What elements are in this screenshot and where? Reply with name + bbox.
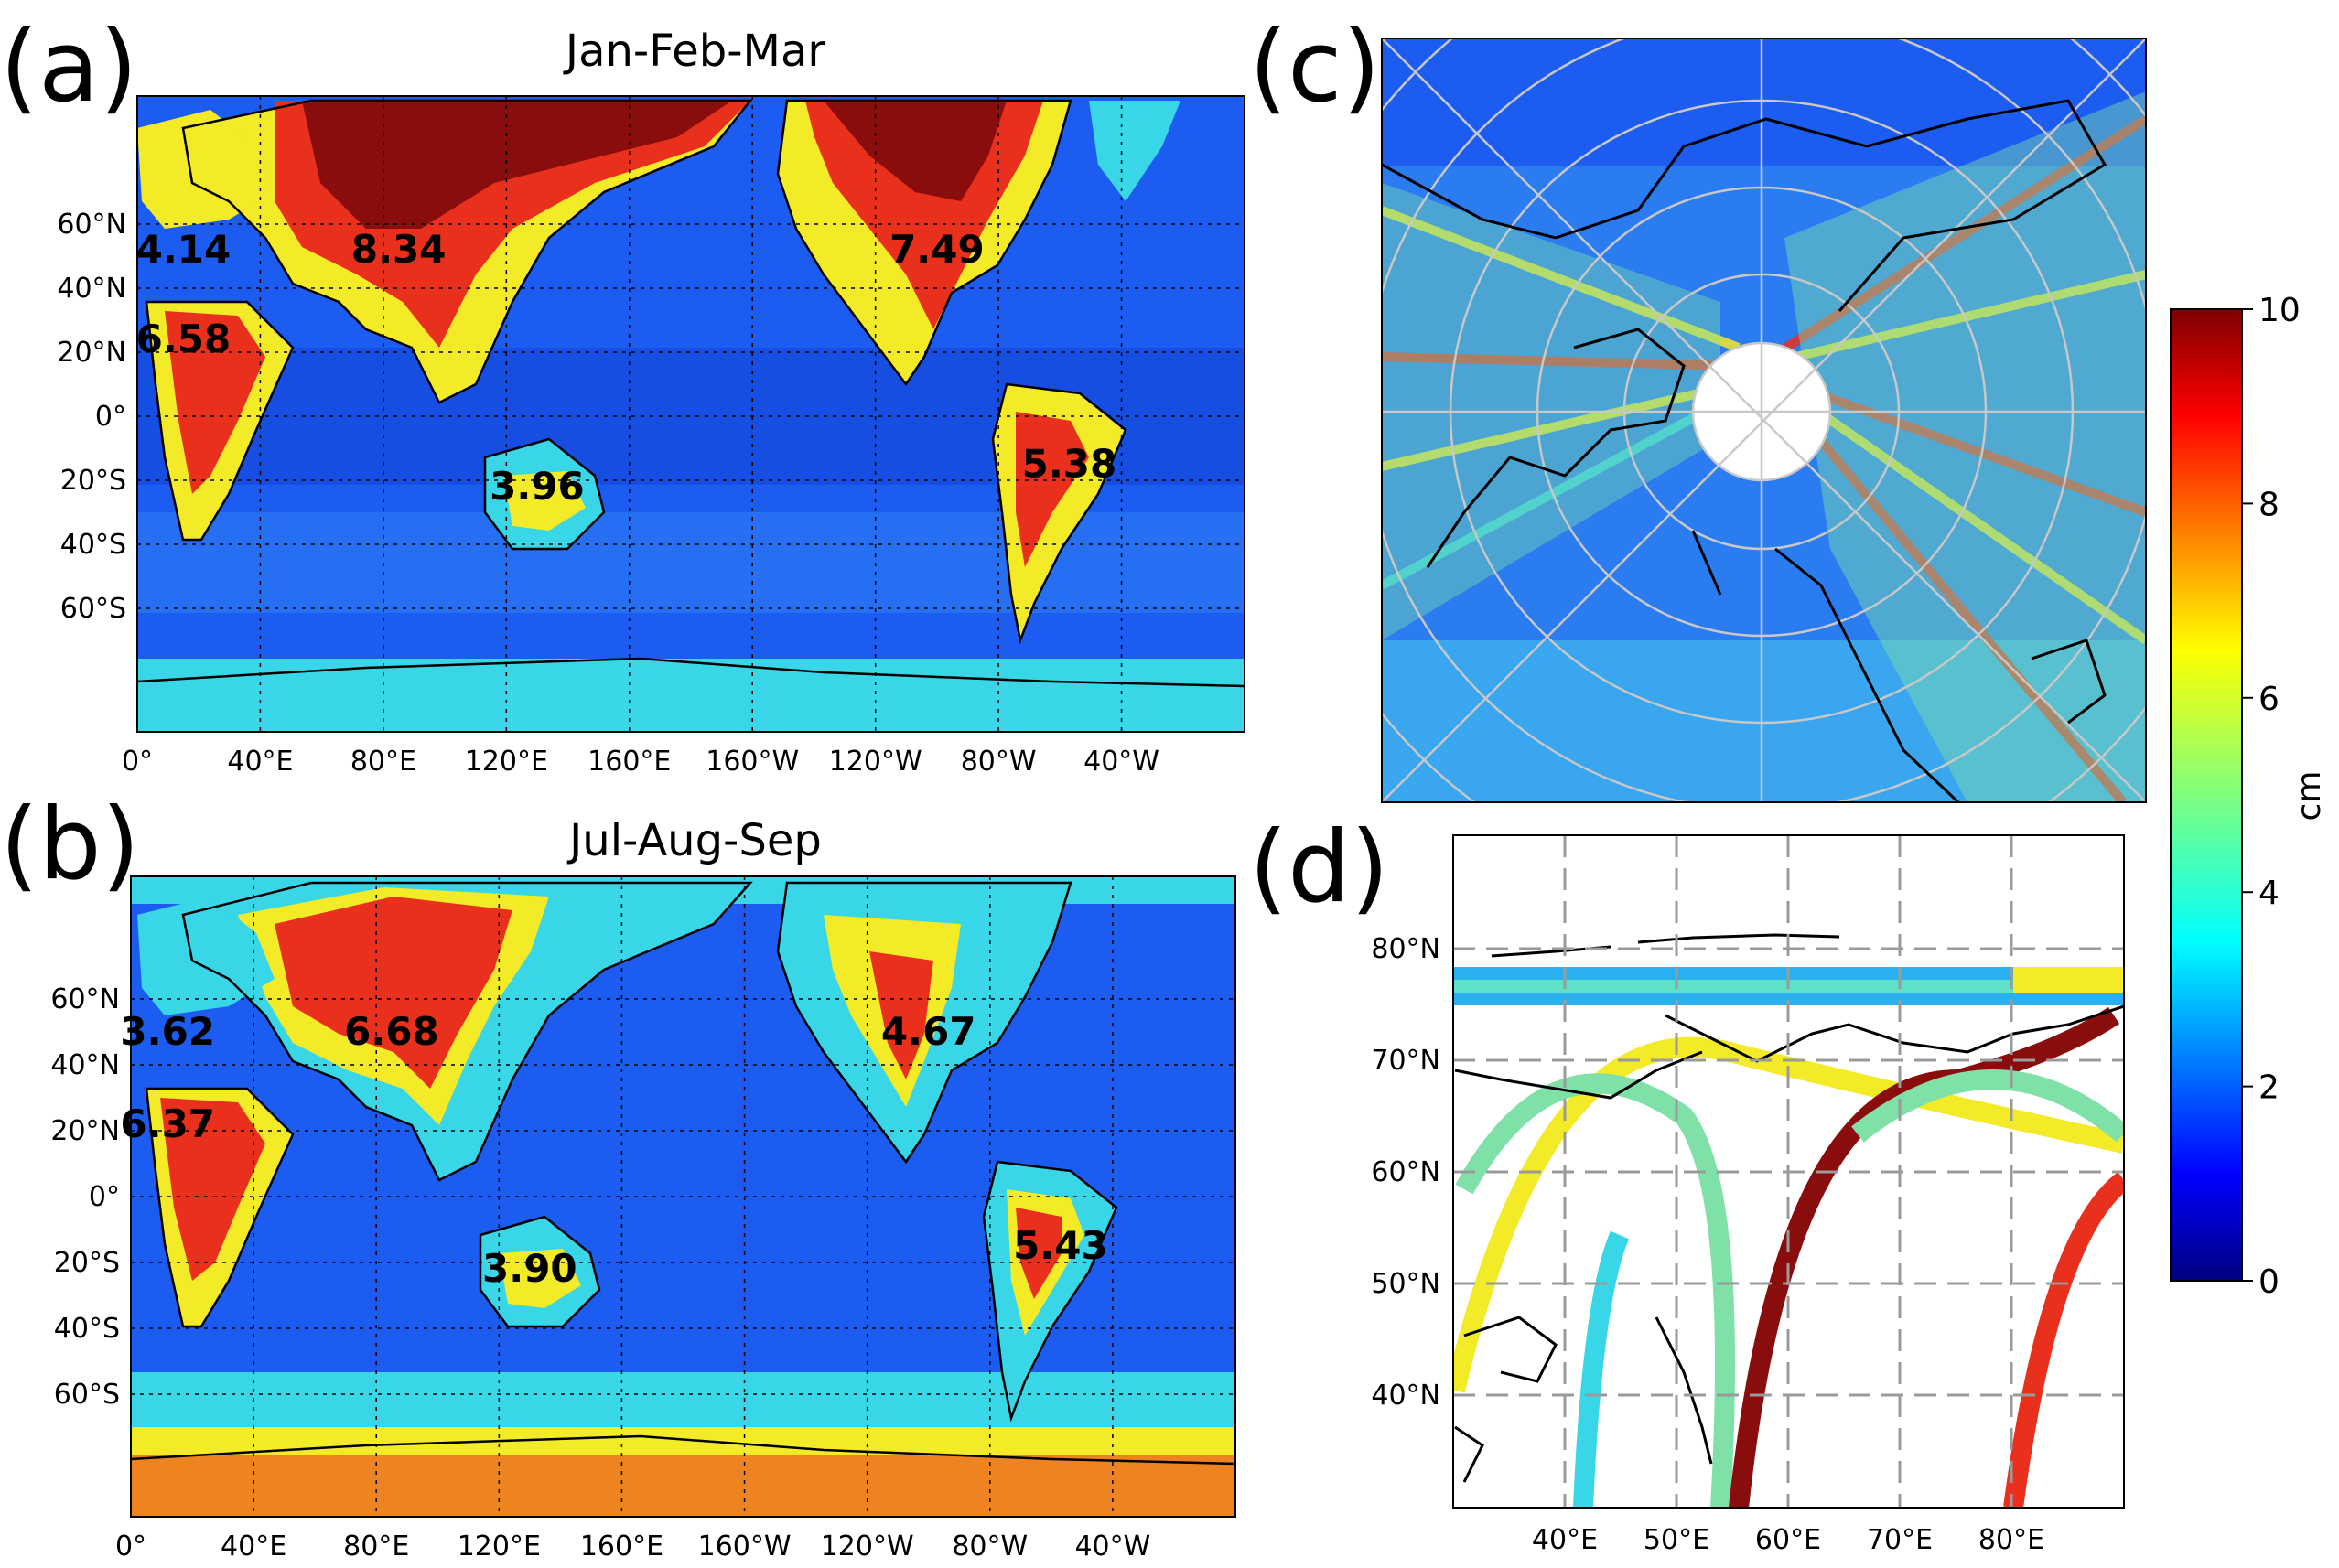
x-tick-label: 70°E — [1867, 1524, 1933, 1556]
region-value-label: 5.38 — [1022, 442, 1117, 487]
y-tick-label: 20°S — [54, 1247, 120, 1279]
panel-b-title: Jul-Aug-Sep — [566, 815, 822, 866]
panel-b-ticks: 0° 40°E 80°E 120°E 160°E 160°W 120°W 80°W 40°W 60… — [50, 983, 1150, 1563]
x-tick-label: 40°E — [227, 746, 293, 778]
region-value-label: 4.67 — [881, 1009, 976, 1054]
panel-a-ticks: 0° 40°E 80°E 120°E 160°E 160°W 120°W 80°W 40°W 60… — [57, 209, 1159, 778]
panel-a-title: Jan-Feb-Mar — [563, 26, 825, 77]
colorbar-tick-label: 10 — [2258, 292, 2301, 329]
x-tick-label: 40°E — [221, 1530, 286, 1563]
panel-label-a: (a) — [0, 10, 137, 124]
y-tick-label: 60°N — [1371, 1156, 1440, 1188]
panel-d-zoom-map — [1453, 835, 2124, 1508]
region-value-label: 8.34 — [351, 227, 447, 272]
colorbar-tick-label: 8 — [2258, 486, 2280, 523]
panel-label-c: (c) — [1249, 10, 1381, 124]
y-tick-label: 40°S — [54, 1313, 120, 1345]
y-tick-label: 50°N — [1371, 1268, 1440, 1300]
x-tick-label: 120°E — [465, 746, 548, 778]
y-tick-label: 60°S — [60, 593, 126, 625]
x-tick-label: 160°W — [698, 1530, 792, 1563]
colorbar-tick-label: 0 — [2258, 1263, 2280, 1301]
y-tick-label: 40°N — [1371, 1380, 1440, 1412]
panel-b-grid — [131, 876, 1235, 1517]
panel-a-map — [137, 96, 1245, 732]
panel-label-d: (d) — [1249, 811, 1389, 925]
x-tick-label: 160°W — [706, 746, 799, 778]
panel-d-ticks: 40°E 50°E 60°E 70°E 80°E 80°N 70°N 60°N 50°N 40°N — [1371, 933, 2044, 1556]
x-tick-label: 40°W — [1083, 746, 1159, 778]
y-tick-label: 20°N — [50, 1115, 120, 1147]
y-tick-label: 20°N — [57, 337, 126, 369]
region-value-label: 3.90 — [482, 1246, 577, 1291]
x-tick-label: 120°E — [458, 1530, 541, 1563]
x-tick-label: 80°E — [350, 746, 416, 778]
region-value-label: 3.62 — [120, 1009, 215, 1054]
x-tick-label: 80°W — [952, 1530, 1028, 1563]
region-value-label: 7.49 — [889, 227, 985, 272]
x-tick-label: 160°E — [587, 746, 671, 778]
colorbar-label: cm — [2290, 771, 2328, 822]
y-tick-label: 0° — [89, 1181, 120, 1213]
y-tick-label: 20°S — [60, 465, 126, 497]
panel-a-grid — [137, 96, 1245, 732]
region-value-label: 6.58 — [136, 317, 232, 361]
x-tick-label: 120°W — [829, 746, 922, 778]
colorbar-tick-label: 2 — [2258, 1069, 2280, 1107]
panel-a-annotations: 4.14 8.34 7.49 6.58 5.38 3.96 — [136, 227, 1117, 509]
x-tick-label: 50°E — [1644, 1524, 1709, 1556]
y-tick-label: 80°N — [1371, 933, 1440, 965]
region-value-label: 5.43 — [1013, 1223, 1108, 1268]
region-value-label: 6.68 — [344, 1009, 439, 1054]
x-tick-label: 0° — [122, 746, 153, 778]
panel-b-annotations: 3.62 6.68 4.67 6.37 5.43 3.90 — [120, 1009, 1107, 1291]
panel-label-b: (b) — [0, 788, 140, 902]
panel-b-map — [131, 876, 1235, 1517]
x-tick-label: 40°W — [1074, 1530, 1150, 1563]
y-tick-label: 60°S — [54, 1379, 120, 1411]
y-tick-label: 0° — [95, 401, 126, 433]
x-tick-label: 40°E — [1532, 1524, 1598, 1556]
y-tick-label: 60°N — [57, 209, 126, 241]
x-tick-label: 80°W — [961, 746, 1037, 778]
y-tick-label: 70°N — [1371, 1045, 1440, 1077]
colorbar — [2170, 308, 2243, 1282]
x-tick-label: 60°E — [1755, 1524, 1821, 1556]
region-value-label: 4.14 — [136, 227, 232, 272]
region-value-label: 6.37 — [120, 1101, 215, 1146]
region-value-label: 3.96 — [490, 464, 585, 509]
y-tick-label: 40°S — [60, 529, 126, 561]
colorbar-tick-label: 4 — [2258, 875, 2280, 912]
x-tick-label: 80°E — [343, 1530, 409, 1563]
colorbar-ticks: 0 2 4 6 8 10 — [2242, 292, 2301, 1301]
y-tick-label: 40°N — [57, 273, 126, 305]
colorbar-tick-label: 6 — [2258, 681, 2280, 718]
x-tick-label: 0° — [115, 1530, 146, 1563]
y-tick-label: 40°N — [50, 1049, 120, 1081]
panel-c-polar-map — [1382, 38, 2146, 802]
x-tick-label: 80°E — [1978, 1524, 2044, 1556]
x-tick-label: 160°E — [580, 1530, 663, 1563]
y-tick-label: 60°N — [50, 983, 120, 1015]
x-tick-label: 120°W — [821, 1530, 914, 1563]
